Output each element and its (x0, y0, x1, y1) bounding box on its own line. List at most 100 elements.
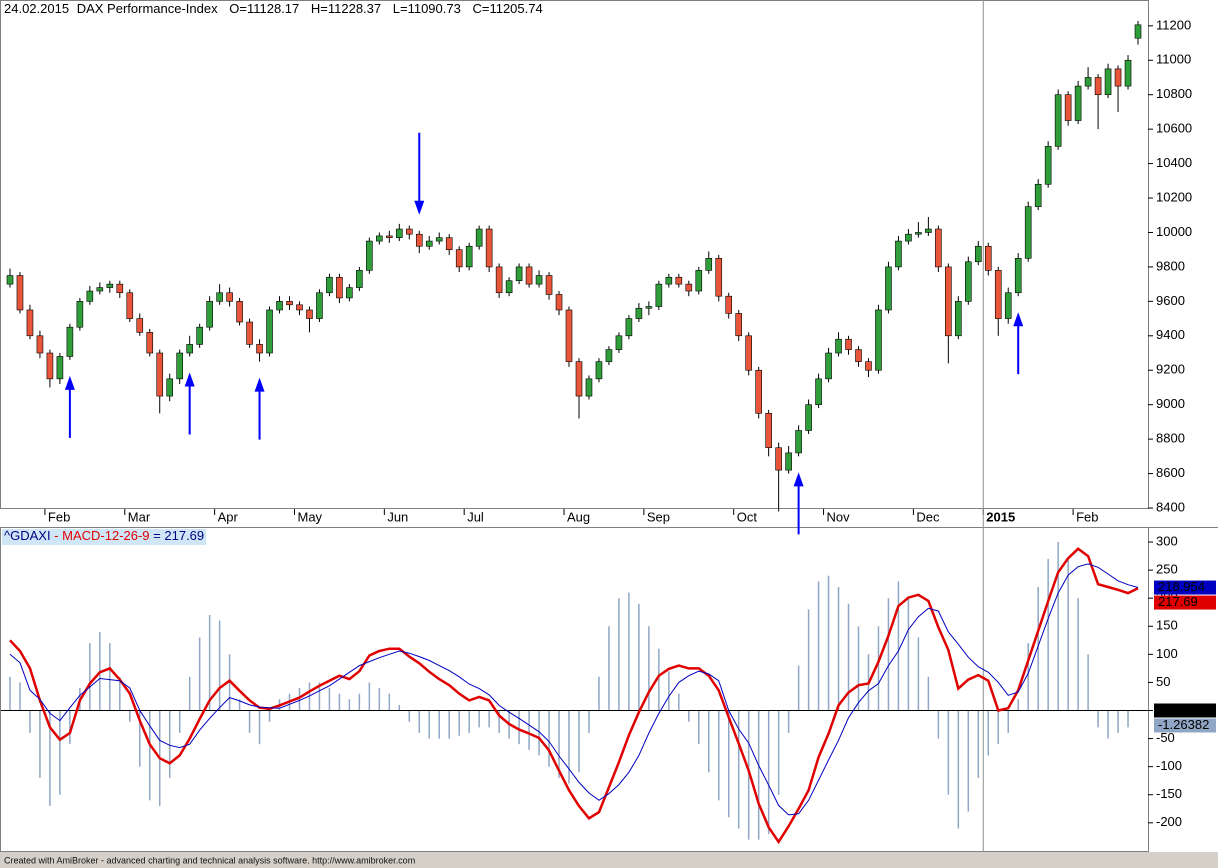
y-tick-label: 50 (1156, 674, 1170, 689)
y-tick-label: 9600 (1156, 293, 1185, 308)
candle-body (326, 276, 333, 294)
x-tick-label: 2015 (986, 509, 1015, 524)
price-panel (0, 0, 1149, 509)
signal-arrow (254, 377, 265, 440)
y-tick-label: 11000 (1156, 52, 1191, 67)
candle-body (266, 309, 273, 354)
candle-body (795, 430, 802, 454)
candle-body (206, 301, 213, 328)
candle-body (405, 228, 413, 235)
candle-body (965, 261, 972, 302)
y-tick-label: 10800 (1156, 86, 1192, 101)
candle-body (445, 237, 453, 250)
candle-body (246, 321, 253, 345)
y-tick-label: 9000 (1156, 396, 1185, 411)
candle-body (595, 361, 603, 380)
y-tick-label: -50 (1156, 730, 1175, 745)
candle-body (984, 245, 992, 271)
candle-body (545, 275, 553, 295)
candle-body (306, 309, 313, 319)
candle-body (715, 258, 723, 297)
candle-body (835, 338, 842, 354)
ohlc-value: 11128.17 (247, 1, 299, 16)
signal-arrow (793, 472, 804, 535)
candle-body (755, 369, 762, 414)
candle-body (735, 313, 743, 337)
candle-body (515, 266, 523, 281)
candle-body (685, 283, 693, 292)
ohlc-value: 11205.74 (489, 1, 542, 16)
x-tick-label: Dec (916, 509, 940, 524)
footer: Created with AmiBroker - advanced charti… (4, 855, 415, 865)
candle-body (475, 228, 483, 247)
arrow-head (64, 375, 75, 390)
title-date: 24.02.2015 (4, 1, 69, 16)
candle-body (875, 309, 882, 371)
y-tick-label: 250 (1156, 562, 1178, 577)
ohlc-value: 11228.37 (328, 1, 381, 16)
candle-body (615, 335, 623, 350)
y-tick-label: 100 (1156, 646, 1178, 661)
value-box-label: 218.954 (1158, 579, 1205, 594)
candle-body (116, 283, 124, 294)
candle-body (1014, 258, 1022, 294)
y-tick-label: 150 (1156, 618, 1178, 633)
candle-body (196, 326, 203, 345)
candle-body (485, 228, 493, 268)
candle-body (1114, 68, 1122, 87)
macd-symbol: ^GDAXI (4, 528, 51, 543)
x-tick-label: Oct (737, 509, 758, 524)
candle-body (1134, 24, 1142, 39)
ohlc-label: L= (393, 1, 408, 16)
candle-body (745, 335, 752, 371)
x-tick-label: Feb (48, 509, 70, 524)
candle-body (555, 294, 563, 311)
y-tick-label: 9400 (1156, 327, 1185, 342)
y-tick-label: 8400 (1156, 499, 1185, 514)
candle-body (136, 318, 144, 333)
candle-body (775, 447, 782, 471)
y-tick-label: 9800 (1156, 258, 1185, 273)
candle-body (655, 283, 663, 307)
candle-body (146, 332, 154, 354)
value-box (1154, 703, 1216, 718)
macd-separator: = (150, 528, 165, 543)
candle-body (805, 404, 812, 431)
candle-body (525, 266, 533, 285)
candle-body (865, 361, 872, 371)
candle-body (356, 270, 363, 288)
x-tick-label: Aug (567, 509, 590, 524)
arrow-head (184, 372, 195, 387)
title-name: DAX Performance-Index (77, 1, 218, 16)
arrow-head (254, 377, 265, 392)
x-tick-label: May (297, 509, 322, 524)
macd-line (9, 547, 1139, 845)
candle-body (1104, 68, 1112, 96)
candle-body (625, 318, 633, 337)
candle-body (186, 344, 193, 354)
macd-title-background (2, 529, 207, 545)
candle-body (106, 283, 114, 288)
candle-body (1004, 292, 1012, 319)
candle-body (935, 228, 942, 268)
ohlc-label: H= (311, 1, 328, 16)
candle-body (415, 233, 423, 247)
y-tick-label: 10400 (1156, 155, 1192, 170)
candle-body (1084, 77, 1092, 87)
y-tick-label: 9200 (1156, 362, 1185, 377)
value-box (1154, 580, 1216, 595)
candle-body (176, 352, 183, 380)
candle-body (16, 275, 24, 311)
candle-body (166, 378, 174, 397)
candle-body (575, 361, 583, 397)
candle-body (815, 378, 822, 405)
signal-arrow (1013, 312, 1024, 375)
candle-body (1044, 146, 1052, 185)
candle-body (256, 344, 263, 354)
y-tick-label: 10600 (1156, 121, 1192, 136)
candle-body (346, 287, 353, 299)
candle-body (565, 309, 573, 362)
candle-body (635, 307, 643, 319)
candle-body (465, 245, 473, 268)
candle-body (955, 301, 962, 337)
